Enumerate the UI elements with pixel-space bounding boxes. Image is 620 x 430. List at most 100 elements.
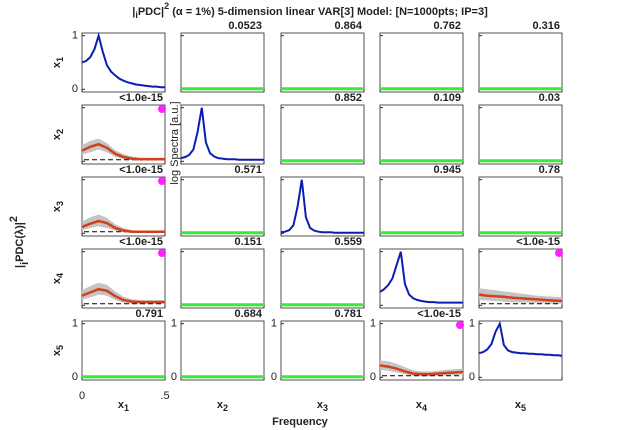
y-tick-label: 0 <box>72 371 78 383</box>
var-base: x <box>51 133 63 140</box>
spectrum-line <box>280 179 364 234</box>
panel: 0.151 <box>180 236 265 309</box>
significance-marker <box>456 321 464 329</box>
title-part: 2 <box>164 1 169 11</box>
var-base: x <box>118 399 125 411</box>
panel <box>180 104 265 165</box>
panel-frame <box>478 176 563 237</box>
pdc-line <box>81 142 165 161</box>
y-tick-label: 1 <box>271 318 277 330</box>
panel-frame <box>180 104 265 165</box>
y-tick-label: 0 <box>171 371 177 383</box>
panel-frame <box>280 248 365 309</box>
p-value-label: <1.0e-15 <box>119 236 163 248</box>
pdc-line <box>379 364 464 376</box>
p-value-label: 0.762 <box>433 20 461 32</box>
panel-frame <box>478 320 563 381</box>
panel-frame <box>180 32 265 93</box>
x-tick-label: 0 <box>79 390 85 402</box>
spectrum-line <box>81 32 165 89</box>
panel-frame <box>280 32 365 93</box>
var-sub: 4 <box>422 403 427 413</box>
var-sub: 5 <box>55 345 65 350</box>
p-value-label: 0.945 <box>433 164 461 176</box>
title-part: PDC| <box>138 6 164 18</box>
pdc-line <box>81 219 165 233</box>
panel: 0.316 <box>478 20 563 93</box>
p-value-label: 0.571 <box>234 164 262 176</box>
panel-frame <box>81 32 166 93</box>
pdc-line <box>81 287 165 304</box>
var-base: x <box>51 61 63 68</box>
panel-frame <box>478 32 563 93</box>
y-tick-label: 1 <box>469 318 475 330</box>
panel: 0 1 0.684 <box>171 308 265 383</box>
var-sub: 2 <box>223 403 228 413</box>
panel-frame <box>280 320 365 381</box>
panel: <1.0e-15 <box>81 236 166 309</box>
var-sub: 3 <box>55 201 65 206</box>
panel-frame <box>478 104 563 165</box>
var-sub: 4 <box>55 273 65 278</box>
var-base: x <box>217 399 224 411</box>
y-tick-label: 0 <box>72 83 78 95</box>
spectrum-line <box>478 320 563 357</box>
panel: 0.945 <box>379 164 464 237</box>
column-label: x5 <box>515 399 526 413</box>
x-tick-label: .5 <box>160 390 169 402</box>
panel: 0.0523 <box>180 20 265 93</box>
y-tick-label: 1 <box>370 318 376 330</box>
p-value-label: <1.0e-15 <box>119 92 163 104</box>
spectrum-line <box>180 107 264 161</box>
p-value-label: 0.316 <box>532 20 560 32</box>
y-label-part: 2 <box>8 216 20 222</box>
panel: <1.0e-15 <box>478 236 563 309</box>
panel: 0.852 <box>280 92 365 165</box>
y-tick-label: 0 <box>271 371 277 383</box>
p-value-label: 0.559 <box>334 236 362 248</box>
panel-frame <box>379 176 464 237</box>
panel: <1.0e-15 <box>81 92 166 165</box>
panel-frame <box>81 320 166 381</box>
panel <box>379 248 464 309</box>
y-tick-label: 1 <box>72 318 78 330</box>
p-value-label: 0.78 <box>539 164 560 176</box>
confidence-band <box>82 282 165 304</box>
panel: 0.571 <box>180 164 265 237</box>
panel-frame <box>180 248 265 309</box>
p-value-label: 0.109 <box>433 92 461 104</box>
row-label: x1 <box>51 57 65 68</box>
title-part: | <box>132 6 135 18</box>
chart-title: |iPDC|2 (α = 1%) 5-dimension linear VAR[… <box>132 1 488 20</box>
confidence-band <box>82 138 165 161</box>
panel-frame <box>379 248 464 309</box>
p-value-label: 0.684 <box>234 308 262 320</box>
var-sub: 2 <box>55 129 65 134</box>
significance-marker <box>158 105 166 113</box>
y-label-part: i <box>19 262 31 265</box>
panel: 01 <box>469 318 563 383</box>
panel: 0 1 <1.0e-15 <box>370 308 464 383</box>
panel <box>280 176 365 237</box>
row-label: x5 <box>51 345 65 356</box>
panel-frame <box>280 104 365 165</box>
panel: 0.864 <box>280 20 365 93</box>
p-value-label: <1.0e-15 <box>417 308 461 320</box>
x-axis-label: Frequency <box>272 416 329 428</box>
panel: 0 1 0 .5 0.791 <box>72 308 170 402</box>
row-label: x2 <box>51 129 65 140</box>
panel: 0.762 <box>379 20 464 93</box>
p-value-label: 0.03 <box>539 92 560 104</box>
y-tick-label: 1 <box>72 30 78 42</box>
p-value-label: 0.852 <box>334 92 362 104</box>
column-label: x2 <box>217 399 228 413</box>
panel: 0.03 <box>478 92 563 165</box>
var-base: x <box>51 277 63 284</box>
panel: 0.78 <box>478 164 563 237</box>
p-value-label: 0.151 <box>234 236 262 248</box>
y-tick-label: 0 <box>370 371 376 383</box>
significance-marker <box>158 249 166 257</box>
column-label: x4 <box>416 399 427 413</box>
row-label: x3 <box>51 201 65 212</box>
p-value-label: <1.0e-15 <box>119 164 163 176</box>
